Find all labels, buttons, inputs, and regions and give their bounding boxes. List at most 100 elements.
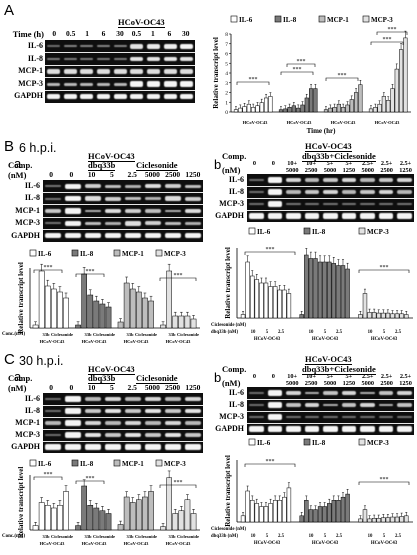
gel-band [125, 432, 141, 438]
bar [87, 294, 94, 329]
bar [32, 525, 39, 531]
legend-label: IL-6 [257, 228, 271, 236]
ba-drug1: dbq33b [88, 160, 116, 171]
gel-band [249, 203, 264, 205]
gel-band [45, 233, 61, 239]
gel-band [45, 421, 61, 425]
bar [259, 282, 264, 319]
gel-row-label: IL-8 [24, 406, 40, 415]
legend-swatch [358, 227, 366, 235]
bar [332, 107, 337, 113]
legend-label: MCP-3 [164, 460, 186, 468]
gel-band [185, 221, 201, 225]
gel-band [163, 94, 177, 100]
lane-dose: 6 [167, 29, 172, 38]
gel-row-label: GAPDH [215, 211, 244, 220]
bar [238, 107, 243, 113]
gel-band [125, 420, 141, 425]
chart-ba: IL-6 IL-8 MCP-1 MCP-3 Relative transcript le… [0, 248, 207, 348]
lane-dose: 0 [271, 373, 275, 380]
lane-dose: 5000 [285, 167, 299, 174]
group-virus-label: HCoV-OC43 [312, 337, 339, 342]
gel-band [323, 189, 338, 194]
bar [93, 300, 100, 329]
lane-dose: 30 [182, 29, 190, 38]
group-virus-label: HCoV-OC43 [331, 120, 356, 125]
gel-band [397, 403, 412, 407]
bar [38, 270, 45, 329]
significance-label: *** [380, 265, 389, 271]
bar [277, 500, 282, 523]
legend-label: IL-8 [312, 228, 326, 236]
bar [259, 102, 264, 113]
y-tick-label: 3 [225, 81, 228, 87]
bar [377, 103, 382, 113]
gel-band [145, 433, 161, 437]
gel-band [286, 391, 301, 395]
gel-band [65, 444, 81, 450]
group-virus-label: HCoV-OC43 [166, 541, 191, 546]
lane-dose: 0 [252, 160, 257, 167]
lane-dose: 2.5 [127, 170, 137, 179]
row1-label: Ciclesonide (nM) [211, 323, 246, 328]
gel-band [145, 396, 161, 401]
gel-band [360, 203, 375, 205]
bar [51, 288, 57, 329]
significance-label: *** [338, 73, 347, 79]
gel-band [146, 43, 160, 49]
chart-bb: IL-6 IL-8 MCP-3 Relative transcript level Ci… [209, 226, 417, 348]
bar [367, 518, 372, 523]
bar [44, 505, 51, 531]
lane-dose: 2500 [380, 167, 393, 174]
legend-label: MCP-3 [367, 439, 389, 447]
bar [299, 314, 304, 319]
gel-band [105, 233, 121, 239]
gel-panel-ba [43, 180, 203, 242]
bar [308, 258, 314, 319]
bar [99, 510, 106, 531]
gel-band [249, 179, 264, 181]
gel-band [304, 403, 320, 407]
bar [362, 509, 368, 523]
lane-dose: 1250 [342, 380, 356, 387]
group-virus-label: HCoV-OC43 [287, 120, 312, 125]
gel-band [63, 45, 77, 48]
gel-band [46, 94, 60, 100]
bar [105, 306, 112, 329]
bar [381, 96, 386, 113]
bar [299, 515, 304, 523]
gel-band [125, 444, 141, 450]
gel-row-separator [247, 185, 414, 187]
gel-band [96, 69, 110, 74]
gel-band [286, 190, 301, 194]
gel-row-labels-ca: IL-6 IL-8 MCP-1 MCP-3 GAPDH [6, 393, 40, 453]
bar [117, 321, 124, 329]
bar [233, 109, 239, 113]
bar [309, 88, 314, 113]
bar [358, 518, 363, 523]
group-label: 33b [126, 332, 134, 337]
ca-drug1: dbq33b [88, 373, 116, 384]
bar [93, 507, 100, 531]
gel-row-label: IL-8 [24, 193, 40, 203]
legend-label: MCP-3 [164, 250, 186, 258]
gel-row-separator [43, 428, 203, 430]
dose-value: 10 [251, 534, 256, 539]
lane-dose: 5000 [361, 380, 375, 387]
significance-label: *** [266, 459, 275, 465]
gel-panel-cb [247, 387, 414, 435]
gel-band [165, 233, 181, 239]
gel-band [267, 201, 283, 207]
ca-virus-header: HCoV-OC43 [88, 364, 135, 375]
row2-label: dbq33b (nM) [211, 330, 238, 335]
bar [313, 88, 318, 113]
bar [190, 318, 197, 329]
y-tick-label: 6 [225, 52, 228, 58]
gel-band [45, 209, 61, 213]
lane-dose: 2.5+ [362, 160, 374, 167]
legend-label: IL-8 [80, 460, 94, 468]
gel-band [185, 184, 201, 188]
group-virus-label: HCoV-OC43 [82, 541, 107, 546]
significance-bracket [376, 31, 408, 35]
gel-band [80, 57, 94, 60]
